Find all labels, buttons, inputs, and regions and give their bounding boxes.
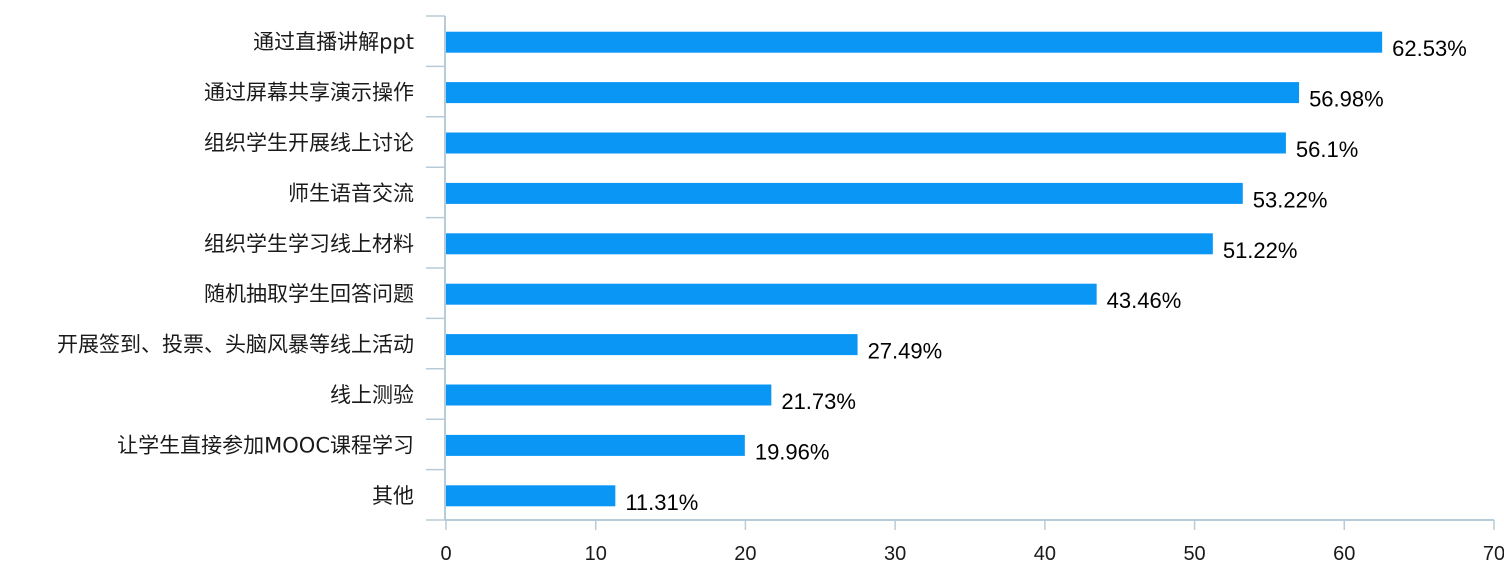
category-label: 其他 xyxy=(372,484,414,508)
bar xyxy=(446,384,772,406)
bar xyxy=(446,283,1097,305)
data-label: 51.22% xyxy=(1223,238,1298,263)
x-tick-label: 10 xyxy=(585,543,607,565)
bar xyxy=(446,485,616,507)
data-label: 21.73% xyxy=(781,389,856,414)
bar xyxy=(446,182,1243,204)
data-label: 43.46% xyxy=(1107,288,1182,313)
data-label: 62.53% xyxy=(1392,36,1467,61)
category-label: 通过屏幕共享演示操作 xyxy=(204,81,414,105)
x-tick-label: 30 xyxy=(884,543,906,565)
category-label: 随机抽取学生回答问题 xyxy=(204,282,414,306)
x-tick-label: 60 xyxy=(1333,543,1355,565)
x-tick-label: 70 xyxy=(1483,543,1504,565)
x-tick-label: 50 xyxy=(1183,543,1205,565)
category-label: 组织学生开展线上讨论 xyxy=(204,131,414,155)
category-label: 线上测验 xyxy=(330,383,414,407)
data-label: 56.1% xyxy=(1296,137,1358,162)
data-label: 11.31% xyxy=(625,490,698,515)
data-label: 27.49% xyxy=(868,339,943,364)
data-label: 56.98% xyxy=(1309,87,1384,112)
x-tick-label: 20 xyxy=(734,543,756,565)
bar xyxy=(446,334,858,356)
category-label: 让学生直接参加MOOC课程学习 xyxy=(117,433,414,457)
category-label: 开展签到、投票、头脑风暴等线上活动 xyxy=(57,333,414,357)
data-label: 53.22% xyxy=(1253,187,1328,212)
x-tick-label: 0 xyxy=(440,543,451,565)
bar xyxy=(446,82,1300,104)
data-label: 19.96% xyxy=(755,439,830,464)
bar xyxy=(446,31,1383,53)
x-tick-label: 40 xyxy=(1034,543,1056,565)
bar xyxy=(446,233,1213,255)
category-label: 师生语音交流 xyxy=(288,181,414,205)
category-label: 通过直播讲解ppt xyxy=(253,30,414,54)
bar xyxy=(446,132,1286,154)
bar xyxy=(446,434,745,456)
category-label: 组织学生学习线上材料 xyxy=(204,232,414,256)
